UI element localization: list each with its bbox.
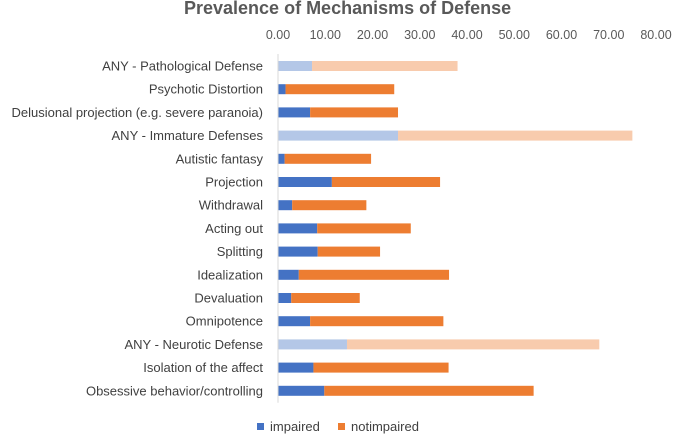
bar-impaired — [278, 177, 332, 187]
bar-notimpaired — [312, 61, 458, 71]
bar-notimpaired — [317, 246, 381, 257]
legend-label-impaired: impaired — [270, 419, 320, 434]
bar-impaired — [278, 61, 313, 71]
category-label: Autistic fantasy — [176, 151, 264, 166]
bar-notimpaired — [284, 153, 372, 164]
category-label: Isolation of the affect — [143, 360, 263, 375]
category-label: Projection — [205, 175, 263, 190]
x-tick-label: 60.00 — [546, 28, 577, 42]
bar-impaired — [278, 293, 292, 303]
legend: impaired notimpaired — [0, 419, 674, 435]
category-label: ANY - Pathological Defense — [102, 59, 263, 74]
category-label: ANY - Immature Defenses — [112, 128, 264, 143]
category-label: Omnipotence — [186, 314, 263, 329]
bar-impaired — [278, 269, 299, 280]
bar-notimpaired — [313, 362, 449, 373]
bar-notimpaired — [291, 293, 360, 303]
legend-item-impaired: impaired — [257, 419, 320, 434]
bar-notimpaired — [285, 84, 395, 95]
category-label: Idealization — [197, 267, 263, 282]
legend-item-notimpaired: notimpaired — [338, 419, 419, 434]
x-tick-label: 80.00 — [640, 28, 671, 42]
x-tick-label: 50.00 — [499, 28, 530, 42]
category-label: ANY - Neurotic Defense — [125, 337, 264, 352]
chart-title-text: Prevalence of Mechanisms of Defense — [184, 0, 512, 18]
bar-impaired — [278, 246, 318, 257]
x-tick-label: 40.00 — [451, 28, 482, 42]
bar-impaired — [278, 339, 347, 350]
bar-impaired — [278, 385, 325, 396]
bar-impaired — [278, 223, 318, 234]
category-label: Psychotic Distortion — [149, 82, 263, 97]
x-tick-label: 30.00 — [404, 28, 435, 42]
category-label: Obsessive behavior/controlling — [86, 383, 263, 398]
legend-label-notimpaired: notimpaired — [351, 419, 419, 434]
x-tick-label: 0.00 — [266, 28, 290, 42]
legend-swatch-notimpaired — [338, 423, 345, 430]
bar-notimpaired — [317, 223, 411, 234]
x-tick-label: 70.00 — [593, 28, 624, 42]
bar-notimpaired — [398, 130, 633, 141]
bar-notimpaired — [298, 269, 450, 280]
category-label: Devaluation — [194, 291, 263, 306]
category-label: Splitting — [217, 244, 263, 259]
bar-notimpaired — [310, 316, 444, 327]
category-label: Acting out — [205, 221, 263, 236]
bar-notimpaired — [310, 107, 399, 118]
bar-notimpaired — [331, 177, 441, 187]
bar-notimpaired — [292, 200, 367, 211]
x-tick-label: 10.00 — [310, 28, 341, 42]
category-label: Delusional projection (e.g. severe paran… — [12, 105, 263, 120]
category-label: Withdrawal — [199, 198, 263, 213]
bar-notimpaired — [324, 385, 534, 396]
x-tick-label: 20.00 — [357, 28, 388, 42]
bar-impaired — [278, 316, 311, 327]
bar-impaired — [278, 153, 285, 164]
legend-swatch-impaired — [257, 423, 264, 430]
bar-impaired — [278, 362, 314, 373]
bar-notimpaired — [346, 339, 600, 350]
bar-impaired — [278, 130, 399, 141]
bar-impaired — [278, 84, 286, 95]
bar-impaired — [278, 107, 311, 118]
bar-impaired — [278, 200, 293, 211]
